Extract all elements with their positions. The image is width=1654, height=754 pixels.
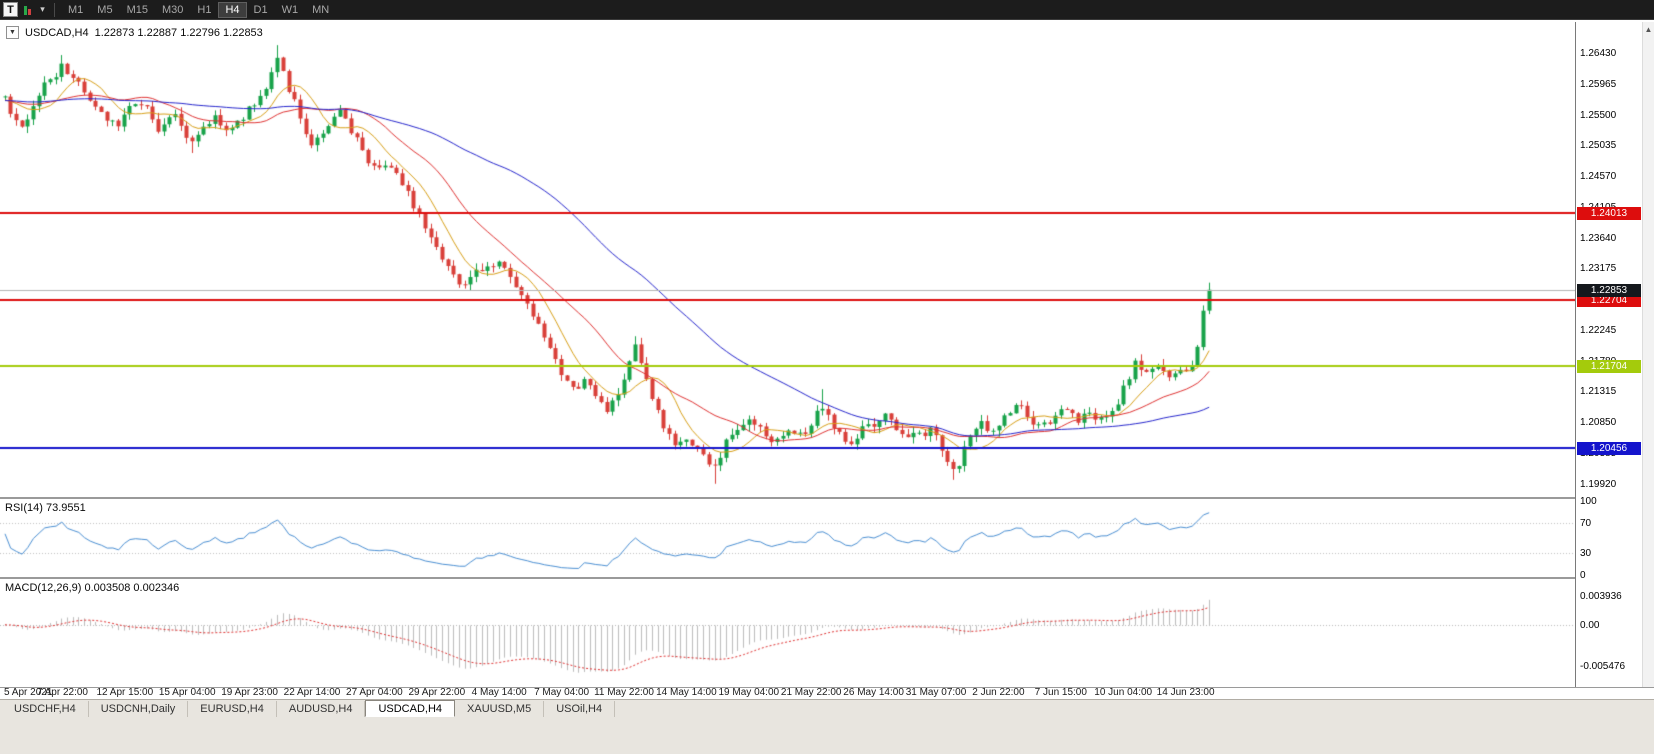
rsi-axis-label: 100 bbox=[1580, 496, 1597, 507]
price-tick-label: 1.20850 bbox=[1580, 417, 1617, 429]
price-tick-label: 1.19920 bbox=[1580, 478, 1617, 490]
macd-panel-canvas[interactable] bbox=[0, 579, 1575, 687]
right-scrollbar[interactable]: ▲ bbox=[1642, 22, 1654, 687]
time-axis-label: 5 Apr 2021 bbox=[4, 687, 53, 698]
price-tick-label: 1.23175 bbox=[1580, 263, 1617, 275]
macd-axis-label: 0.00 bbox=[1580, 620, 1600, 631]
price-axis[interactable]: 1.264301.259651.255001.250351.245701.241… bbox=[1575, 22, 1642, 687]
chart-tab-usdcad-h4[interactable]: USDCAD,H4 bbox=[365, 700, 456, 717]
rsi-axis-label: 0 bbox=[1580, 570, 1586, 581]
chart-symbol-label: ▼ USDCAD,H4 1.22873 1.22887 1.22796 1.22… bbox=[6, 26, 263, 39]
timeframe-group: M1 M5 M15 M30 H1 H4 D1 W1 MN bbox=[61, 0, 336, 19]
macd-axis-label: -0.005476 bbox=[1580, 660, 1626, 672]
chart-tab-xauusd-m5[interactable]: XAUUSD,M5 bbox=[455, 701, 545, 717]
price-tick-label: 1.22245 bbox=[1580, 324, 1617, 336]
toolbar: T ▾ M1 M5 M15 M30 H1 H4 D1 W1 MN bbox=[0, 0, 1654, 20]
timeframe-button-m15[interactable]: M15 bbox=[126, 3, 148, 16]
timeframe-button-d1[interactable]: D1 bbox=[253, 3, 268, 16]
timeframe-button-m1[interactable]: M1 bbox=[68, 3, 84, 16]
timeframe-button-h4[interactable]: H4 bbox=[218, 1, 247, 18]
rsi-axis-label: 30 bbox=[1580, 547, 1592, 559]
time-axis-label: 15 Apr 04:00 bbox=[158, 687, 216, 698]
timeframe-button-mn[interactable]: MN bbox=[312, 3, 330, 16]
hline-price-tag: 1.20456 bbox=[1577, 442, 1641, 455]
red-candle-bar bbox=[28, 9, 31, 15]
chart-tab-eurusd-h4[interactable]: EURUSD,H4 bbox=[188, 701, 277, 717]
price-chart-canvas[interactable] bbox=[0, 22, 1575, 497]
hline-price-tag: 1.21704 bbox=[1577, 360, 1641, 373]
ohlc-values: 1.22873 1.22887 1.22796 1.22853 bbox=[94, 26, 263, 39]
time-axis-label: 22 Apr 14:00 bbox=[283, 687, 341, 698]
panel-separator-macd[interactable] bbox=[0, 577, 1654, 579]
time-axis-label: 29 Apr 22:00 bbox=[408, 687, 466, 698]
timeframe-button-w1[interactable]: W1 bbox=[281, 3, 299, 16]
time-axis-label: 27 Apr 04:00 bbox=[346, 687, 403, 698]
time-axis-label: 7 May 04:00 bbox=[534, 687, 590, 698]
chart-tab-usdchf-h4[interactable]: USDCHF,H4 bbox=[2, 701, 89, 717]
scroll-up-icon[interactable]: ▲ bbox=[1644, 25, 1653, 34]
timeframe-button-m30[interactable]: M30 bbox=[161, 3, 184, 16]
hline-price-tag: 1.22704 bbox=[1577, 294, 1641, 307]
time-axis-label: 19 May 04:00 bbox=[718, 687, 780, 698]
rsi-panel-canvas[interactable] bbox=[0, 499, 1575, 577]
timeframe-button-h1[interactable]: H1 bbox=[197, 3, 212, 16]
rsi-indicator-label: RSI(14) 73.9551 bbox=[5, 502, 86, 514]
macd-axis-label: 0.003936 bbox=[1580, 590, 1622, 602]
current-price-tag: 1.22853 bbox=[1577, 284, 1641, 297]
time-axis-label: 4 May 14:00 bbox=[471, 687, 527, 698]
price-tick-label: 1.23640 bbox=[1580, 232, 1617, 244]
time-axis-label: 7 Jun 15:00 bbox=[1034, 687, 1087, 698]
hline-price-tag: 1.24013 bbox=[1577, 207, 1641, 220]
chart-tab-usdcnh-daily[interactable]: USDCNH,Daily bbox=[89, 701, 189, 717]
time-axis[interactable]: 5 Apr 2021 7 Apr 22:00 12 Apr 15:00 15 Apr … bbox=[0, 687, 1575, 699]
time-axis-label: 10 Jun 04:00 bbox=[1094, 687, 1153, 698]
t-button[interactable]: T bbox=[3, 2, 18, 17]
one-click-trading-toggle[interactable]: ▼ bbox=[6, 26, 19, 39]
time-axis-label: 14 May 14:00 bbox=[656, 687, 717, 698]
status-bar bbox=[0, 717, 1654, 754]
candlestick-chart-icon[interactable] bbox=[20, 2, 35, 17]
toolbar-separator bbox=[54, 2, 55, 17]
time-axis-label: 14 Jun 23:00 bbox=[1156, 687, 1215, 698]
panel-separator-rsi[interactable] bbox=[0, 497, 1654, 499]
green-candle-bar bbox=[24, 6, 27, 15]
time-axis-label: 2 Jun 22:00 bbox=[972, 687, 1025, 698]
time-axis-label: 19 Apr 23:00 bbox=[221, 687, 278, 698]
price-tick-label: 1.21315 bbox=[1580, 386, 1617, 398]
time-axis-label: 11 May 22:00 bbox=[594, 687, 654, 698]
chart-tab-usoil-h4[interactable]: USOil,H4 bbox=[544, 701, 616, 717]
price-tick-label: 1.26430 bbox=[1580, 48, 1617, 60]
timeframe-button-m5[interactable]: M5 bbox=[97, 3, 113, 16]
chart-type-caret-icon[interactable]: ▾ bbox=[40, 4, 45, 14]
time-axis-label: 31 May 07:00 bbox=[905, 687, 967, 698]
price-tick-label: 1.25035 bbox=[1580, 140, 1617, 152]
time-axis-label: 26 May 14:00 bbox=[843, 687, 904, 698]
time-axis-label: 7 Apr 22:00 bbox=[36, 687, 88, 698]
time-axis-separator bbox=[0, 687, 1654, 688]
symbol-name: USDCAD,H4 bbox=[25, 26, 89, 39]
chart-tab-audusd-h4[interactable]: AUDUSD,H4 bbox=[277, 701, 366, 717]
price-tick-label: 1.24570 bbox=[1580, 171, 1617, 183]
price-tick-label: 1.25500 bbox=[1580, 109, 1617, 121]
time-axis-label: 21 May 22:00 bbox=[780, 687, 842, 698]
chart-tab-bar: USDCHF,H4 USDCNH,Daily EURUSD,H4 AUDUSD,H4 U… bbox=[0, 699, 1654, 717]
rsi-axis-label: 70 bbox=[1580, 518, 1592, 530]
macd-indicator-label: MACD(12,26,9) 0.003508 0.002346 bbox=[5, 582, 180, 594]
time-axis-label: 12 Apr 15:00 bbox=[96, 687, 154, 698]
price-tick-label: 1.25965 bbox=[1580, 78, 1617, 90]
